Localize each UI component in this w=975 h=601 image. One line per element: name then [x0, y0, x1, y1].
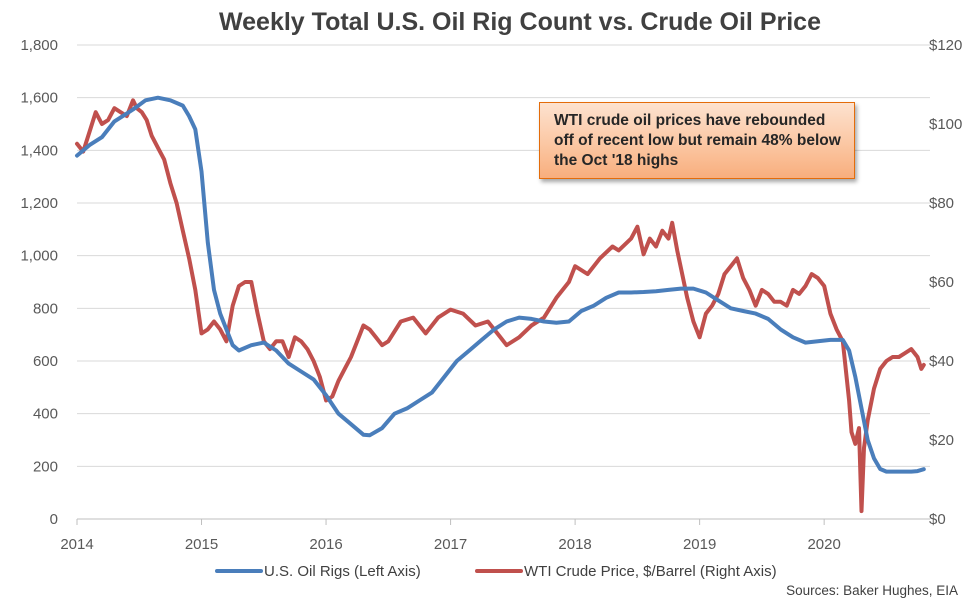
- x-axis-tick-label: 2018: [558, 536, 591, 553]
- right-axis-tick-label: $0: [929, 511, 946, 528]
- right-axis-tick-label: $80: [929, 195, 954, 212]
- wti-price-line: [75, 98, 926, 514]
- left-axis-tick-label: 1,600: [20, 90, 58, 107]
- legend: U.S. Oil Rigs (Left Axis) WTI Crude Price…: [215, 563, 777, 580]
- left-axis-tick-label: 600: [33, 353, 58, 370]
- left-axis-tick-label: 1,800: [20, 37, 58, 54]
- x-axis-tick-label: 2019: [683, 536, 716, 553]
- right-axis-tick-label: $60: [929, 274, 954, 291]
- legend-label: WTI Crude Price, $/Barrel (Right Axis): [524, 563, 777, 580]
- right-axis-tick-label: $20: [929, 432, 954, 449]
- left-axis-tick-label: 400: [33, 406, 58, 423]
- left-axis-tick-label: 0: [50, 511, 58, 528]
- chart-title: Weekly Total U.S. Oil Rig Count vs. Crud…: [219, 8, 821, 36]
- right-axis-tick-label: $120: [929, 37, 962, 54]
- left-axis-tick-label: 1,200: [20, 195, 58, 212]
- x-axis-tick-label: 2014: [60, 536, 93, 553]
- left-axis-tick-label: 200: [33, 458, 58, 475]
- left-axis-tick-label: 1,400: [20, 142, 58, 159]
- left-axis-ticks: 0 200 400 600 800 1,000 1,200 1,400 1,600 1,800: [20, 37, 58, 528]
- annotation-box: WTI crude oil prices have rebounded off …: [539, 102, 855, 179]
- legend-label: U.S. Oil Rigs (Left Axis): [264, 563, 421, 580]
- left-axis-tick-label: 1,000: [20, 248, 58, 265]
- annotation-text: WTI crude oil prices have rebounded off …: [554, 112, 841, 169]
- right-axis-ticks: $0 $20 $40 $60 $80 $100 $120: [929, 37, 962, 528]
- x-axis-tick-label: 2017: [434, 536, 467, 553]
- right-axis-tick-label: $100: [929, 116, 962, 133]
- right-axis-tick-label: $40: [929, 353, 954, 370]
- x-axis-tick-label: 2020: [807, 536, 840, 553]
- x-axis-tick-label: 2016: [309, 536, 342, 553]
- x-axis-tick-label: 2015: [185, 536, 218, 553]
- left-axis-tick-label: 800: [33, 300, 58, 317]
- source-note: Sources: Baker Hughes, EIA: [786, 583, 958, 598]
- series-lines: [75, 95, 926, 514]
- oil-rigs-line: [75, 95, 926, 474]
- x-axis: 2014 2015 2016 2017 2018 2019 2020: [60, 518, 930, 553]
